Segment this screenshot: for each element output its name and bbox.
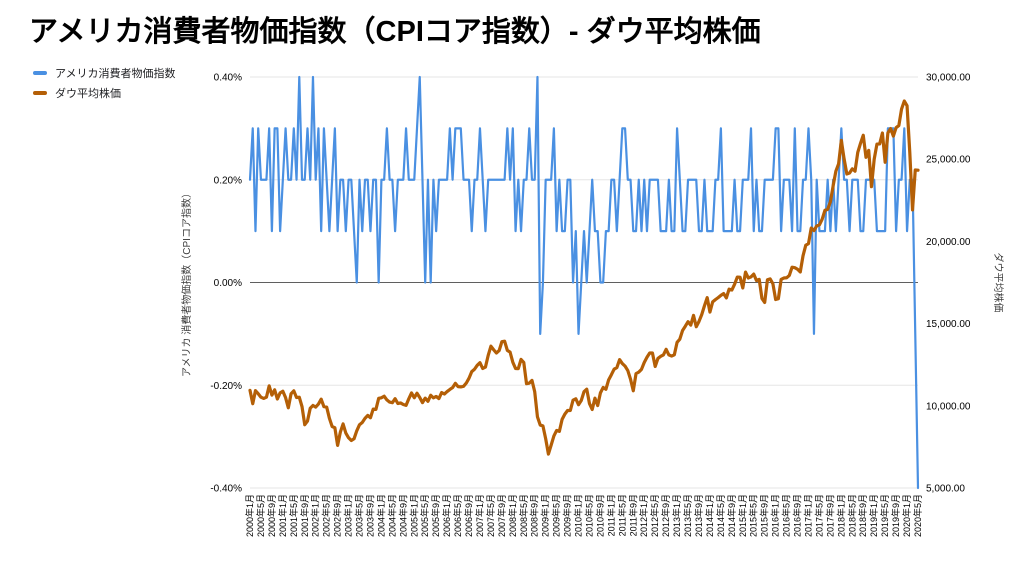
x-axis-tick-label: 2016年1月 <box>770 494 781 537</box>
cpi-series-line <box>248 75 920 490</box>
left-axis-tick-label: 0.00% <box>214 278 242 289</box>
right-axis-title: ダウ平均株価 <box>992 253 1005 313</box>
x-axis-tick-label: 2000年5月 <box>255 494 266 537</box>
right-axis-tick-label: 10,000.00 <box>926 401 971 412</box>
right-axis-tick-label: 5,000.00 <box>926 484 965 495</box>
x-axis-tick-label: 2005年5月 <box>419 494 430 537</box>
x-axis-tick-label: 2008年1月 <box>507 494 518 537</box>
legend-item-dow[interactable]: ダウ平均株価 <box>33 83 175 103</box>
x-axis-tick-label: 2002年1月 <box>310 494 321 537</box>
x-axis-tick-label: 2012年9月 <box>660 494 671 537</box>
legend-item-cpi[interactable]: アメリカ消費者物価指数 <box>33 63 175 83</box>
left-axis-tick-label: 0.40% <box>214 73 242 84</box>
x-axis-tick-label: 2002年9月 <box>332 494 343 537</box>
x-axis-tick-label: 2003年1月 <box>343 494 354 537</box>
x-axis-tick-label: 2004年9月 <box>397 494 408 537</box>
x-axis-tick-label: 2019年1月 <box>868 494 879 537</box>
x-axis-tick-label: 2006年5月 <box>452 494 463 537</box>
x-axis-tick-label: 2011年1月 <box>605 494 616 536</box>
x-axis-tick-label: 2003年5月 <box>354 494 365 537</box>
left-axis-title: アメリカ 消費者物価指数（CPIコア指数） <box>180 188 193 377</box>
x-axis-tick-label: 2014年1月 <box>704 494 715 537</box>
x-axis-tick-label: 2018年9月 <box>857 494 868 537</box>
x-axis-tick-label: 2015年1月 <box>737 494 748 537</box>
x-axis-tick-label: 2004年5月 <box>386 494 397 537</box>
left-axis-tick-label: -0.40% <box>210 484 242 495</box>
left-axis-tick-label: 0.20% <box>214 175 242 186</box>
x-axis-tick-label: 2015年9月 <box>759 494 770 537</box>
legend: アメリカ消費者物価指数 ダウ平均株価 <box>33 63 175 103</box>
x-axis-tick-label: 2008年9月 <box>529 494 540 537</box>
x-axis-tick-label: 2017年9月 <box>824 494 835 537</box>
x-axis-tick-label: 2017年5月 <box>813 494 824 537</box>
x-axis-tick-label: 2001年9月 <box>299 494 310 537</box>
x-axis-tick-label: 2005年9月 <box>430 494 441 537</box>
x-axis-tick-label: 2018年5月 <box>846 494 857 537</box>
x-axis-tick-label: 2007年5月 <box>485 494 496 537</box>
x-axis-tick-label: 2019年5月 <box>879 494 890 537</box>
x-axis-tick-label: 2013年9月 <box>693 494 704 537</box>
left-axis-tick-label: -0.20% <box>210 381 242 392</box>
dow-legend-swatch <box>33 91 47 95</box>
x-axis-tick-label: 2013年1月 <box>671 494 682 537</box>
x-axis-tick-label: 2006年1月 <box>441 494 452 537</box>
x-axis-tick-label: 2016年5月 <box>781 494 792 537</box>
x-axis-tick-label: 2019年9月 <box>890 494 901 537</box>
x-axis-tick-label: 2010年5月 <box>583 494 594 537</box>
x-axis-tick-label: 2020年5月 <box>912 494 923 537</box>
dow-series-line <box>248 99 920 456</box>
x-axis-tick-label: 2009年9月 <box>562 494 573 537</box>
x-axis-tick-label: 2000年1月 <box>244 494 255 537</box>
cpi-legend-label: アメリカ消費者物価指数 <box>55 68 176 80</box>
x-axis-tick-label: 2016年9月 <box>792 494 803 537</box>
x-axis-tick-label: 2001年5月 <box>288 494 299 537</box>
x-axis-tick-label: 2005年1月 <box>408 494 419 537</box>
x-axis-tick-label: 2011年9月 <box>627 494 638 536</box>
x-axis-tick-label: 2004年1月 <box>375 494 386 537</box>
x-axis-tick-label: 2018年1月 <box>835 494 846 537</box>
x-axis-tick-label: 2008年5月 <box>518 494 529 537</box>
x-axis-tick-label: 2000年9月 <box>266 494 277 537</box>
x-axis-tick-label: 2010年1月 <box>573 494 584 537</box>
x-axis-tick-label: 2001年1月 <box>277 494 288 537</box>
chart-title: アメリカ消費者物価指数（CPIコア指数）- ダウ平均株価 <box>29 16 761 48</box>
x-axis-tick-label: 2015年5月 <box>748 494 759 537</box>
x-axis-tick-label: 2007年1月 <box>474 494 485 537</box>
x-axis-tick-label: 2017年1月 <box>802 494 813 537</box>
right-axis-tick-label: 25,000.00 <box>926 155 971 166</box>
x-axis-tick-label: 2014年5月 <box>715 494 726 537</box>
x-axis-tick-label: 2006年9月 <box>463 494 474 537</box>
x-axis-tick-label: 2011年5月 <box>616 494 627 536</box>
x-axis-tick-label: 2002年5月 <box>321 494 332 537</box>
x-axis-tick-label: 2009年1月 <box>540 494 551 537</box>
x-axis-tick-label: 2003年9月 <box>364 494 375 537</box>
right-axis-tick-label: 15,000.00 <box>926 319 971 330</box>
x-axis-tick-label: 2007年9月 <box>496 494 507 537</box>
x-axis-tick-label: 2014年9月 <box>726 494 737 537</box>
x-axis-tick-label: 2020年1月 <box>901 494 912 537</box>
cpi-legend-swatch <box>33 71 47 75</box>
x-axis-tick-label: 2013年5月 <box>682 494 693 537</box>
right-axis-tick-label: 20,000.00 <box>926 237 971 248</box>
x-axis-tick-label: 2009年5月 <box>551 494 562 537</box>
x-axis-tick-label: 2012年1月 <box>638 494 649 537</box>
x-axis-tick-label: 2012年5月 <box>649 494 660 537</box>
x-axis-tick-label: 2010年9月 <box>594 494 605 537</box>
dow-legend-label: ダウ平均株価 <box>55 88 121 100</box>
right-axis-tick-label: 30,000.00 <box>926 73 971 84</box>
